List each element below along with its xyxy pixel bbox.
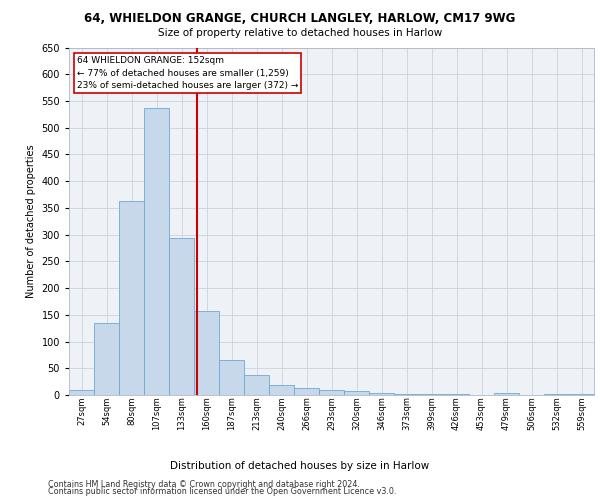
Bar [369, 394, 394, 395]
Bar [194, 310, 219, 395]
Bar [344, 390, 369, 395]
Bar [494, 394, 519, 395]
Bar [444, 394, 469, 395]
Bar [94, 323, 119, 395]
Bar [69, 390, 94, 395]
Text: Contains public sector information licensed under the Open Government Licence v3: Contains public sector information licen… [48, 487, 397, 496]
Bar [394, 394, 419, 395]
Bar [169, 238, 194, 395]
Text: 64 WHIELDON GRANGE: 152sqm
← 77% of detached houses are smaller (1,259)
23% of s: 64 WHIELDON GRANGE: 152sqm ← 77% of deta… [77, 56, 298, 90]
Bar [419, 394, 444, 395]
Bar [119, 202, 144, 395]
Bar [294, 388, 319, 395]
Bar [144, 108, 169, 395]
Bar [269, 386, 294, 395]
Bar [319, 390, 344, 395]
Text: Size of property relative to detached houses in Harlow: Size of property relative to detached ho… [158, 28, 442, 38]
Y-axis label: Number of detached properties: Number of detached properties [26, 144, 36, 298]
Text: 64, WHIELDON GRANGE, CHURCH LANGLEY, HARLOW, CM17 9WG: 64, WHIELDON GRANGE, CHURCH LANGLEY, HAR… [85, 12, 515, 26]
Text: Distribution of detached houses by size in Harlow: Distribution of detached houses by size … [170, 461, 430, 471]
Text: Contains HM Land Registry data © Crown copyright and database right 2024.: Contains HM Land Registry data © Crown c… [48, 480, 360, 489]
Bar [544, 394, 569, 395]
Bar [244, 374, 269, 395]
Bar [219, 360, 244, 395]
Bar [569, 394, 594, 395]
